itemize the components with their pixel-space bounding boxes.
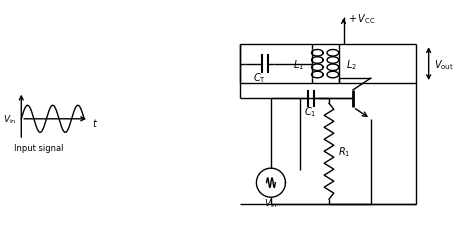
Text: $R_{\rm 1}$: $R_{\rm 1}$ xyxy=(338,145,350,158)
Text: $+\,V_{\rm CC}$: $+\,V_{\rm CC}$ xyxy=(348,12,376,26)
Text: $L_{\rm 1}$: $L_{\rm 1}$ xyxy=(293,57,304,71)
Text: $V_{\rm in}$: $V_{\rm in}$ xyxy=(264,197,278,209)
Text: Input signal: Input signal xyxy=(14,144,64,153)
Text: $C_{\rm T}$: $C_{\rm T}$ xyxy=(253,71,266,85)
Text: $V_{\rm in}$: $V_{\rm in}$ xyxy=(3,113,16,126)
Text: $C_{\rm 1}$: $C_{\rm 1}$ xyxy=(304,105,317,118)
Text: $L_{\rm 2}$: $L_{\rm 2}$ xyxy=(346,57,357,71)
Text: $t$: $t$ xyxy=(92,116,98,128)
Text: $V_{\rm out}$: $V_{\rm out}$ xyxy=(434,57,454,71)
